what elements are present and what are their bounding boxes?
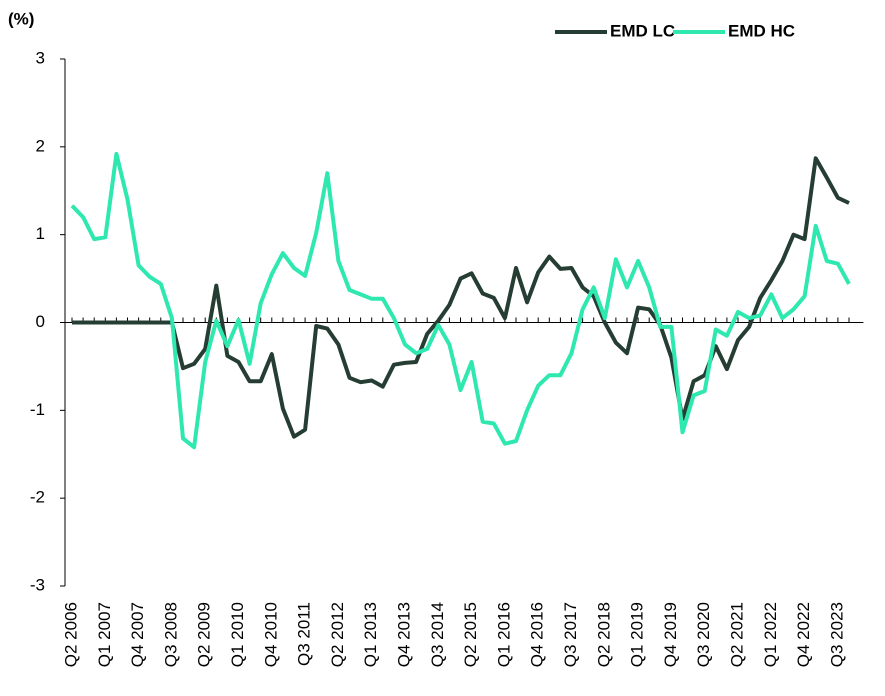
- x-tick-label: Q1 2019: [628, 602, 647, 667]
- x-tick-label: Q4 2010: [261, 602, 280, 667]
- y-axis-label: (%): [8, 9, 34, 28]
- x-tick-label: Q2 2012: [328, 602, 347, 667]
- y-tick-label: -2: [30, 488, 45, 507]
- legend-label: EMD LC: [610, 21, 675, 40]
- y-tick-label: -3: [30, 575, 45, 594]
- x-tick-label: Q4 2022: [794, 602, 813, 667]
- series-line: [70, 151, 851, 450]
- x-tick-label: Q2 2006: [61, 602, 80, 667]
- series-line: [72, 156, 850, 439]
- x-tick-label: Q1 2022: [761, 602, 780, 667]
- y-tick-label: 0: [36, 312, 45, 331]
- y-tick-label: -1: [30, 400, 45, 419]
- x-tick-label: Q4 2016: [528, 602, 547, 667]
- y-tick-label: 2: [36, 136, 45, 155]
- x-tick-label: Q1 2013: [361, 602, 380, 667]
- y-tick-label: 3: [36, 48, 45, 67]
- x-tick-label: Q2 2018: [594, 602, 613, 667]
- x-tick-label: Q3 2023: [827, 602, 846, 667]
- x-tick-label: Q3 2017: [561, 602, 580, 667]
- legend-label: EMD HC: [728, 21, 795, 40]
- x-tick-label: Q4 2007: [128, 602, 147, 667]
- x-tick-label: Q2 2015: [461, 602, 480, 667]
- x-tick-label: Q4 2013: [394, 602, 413, 667]
- x-tick-label: Q3 2011: [295, 602, 314, 666]
- x-tick-label: Q2 2009: [195, 602, 214, 667]
- x-tick-label: Q3 2008: [161, 602, 180, 667]
- x-tick-label: Q2 2021: [727, 602, 746, 667]
- x-tick-label: Q3 2020: [694, 602, 713, 667]
- y-tick-label: 1: [36, 224, 45, 243]
- x-tick-label: Q1 2016: [494, 602, 513, 667]
- x-tick-label: Q4 2019: [661, 602, 680, 667]
- x-tick-label: Q3 2014: [428, 602, 447, 667]
- x-tick-label: Q1 2007: [95, 602, 114, 667]
- x-tick-label: Q1 2010: [228, 602, 247, 667]
